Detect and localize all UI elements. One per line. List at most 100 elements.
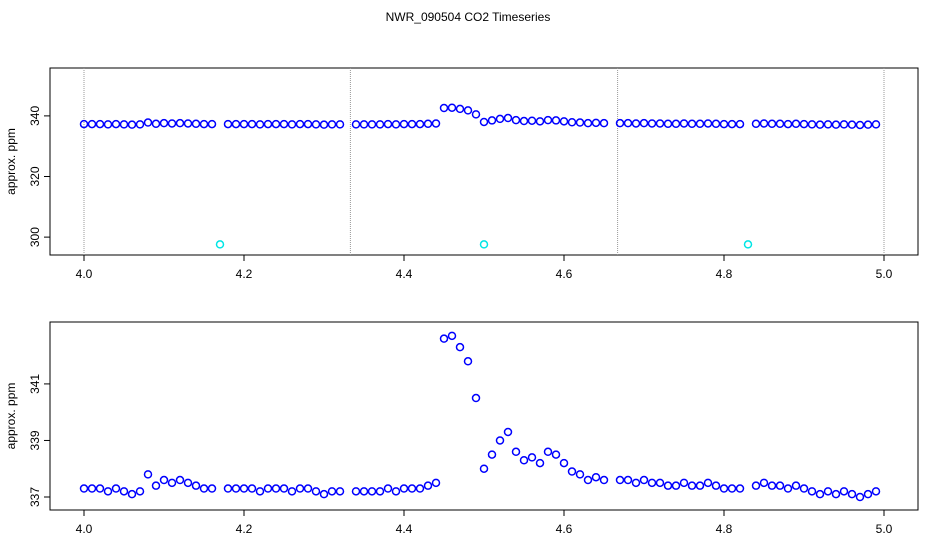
data-point (263, 119, 273, 129)
data-point (87, 119, 97, 129)
data-point (591, 118, 601, 128)
data-point (103, 120, 113, 129)
data-point (703, 119, 713, 128)
data-point (287, 487, 297, 496)
data-point (399, 484, 409, 493)
data-point (511, 447, 521, 457)
data-point (567, 118, 577, 127)
data-point (255, 487, 265, 496)
data-point (255, 120, 265, 129)
data-point (807, 487, 817, 496)
data-point (855, 492, 865, 502)
data-point (631, 119, 641, 128)
data-point (751, 119, 761, 129)
data-point (199, 119, 209, 129)
data-point (863, 489, 873, 499)
data-point (791, 481, 801, 490)
data-point (223, 484, 233, 493)
y-tick-label: 320 (28, 166, 42, 186)
data-point (855, 120, 865, 130)
data-point (247, 119, 257, 129)
x-tick-label: 5.0 (876, 522, 893, 536)
y-tick-label: 300 (28, 227, 42, 247)
data-point (463, 106, 473, 115)
data-point (423, 481, 433, 490)
data-point (647, 119, 657, 128)
data-point (479, 240, 489, 249)
data-point (639, 118, 649, 128)
data-point (743, 240, 753, 249)
data-point (759, 119, 769, 128)
data-point (583, 475, 593, 485)
data-point (543, 115, 553, 125)
x-tick-label: 4.2 (236, 267, 253, 281)
data-point (455, 342, 465, 352)
data-point (615, 118, 625, 128)
data-point (111, 119, 121, 129)
data-point (383, 119, 393, 129)
data-point (455, 104, 465, 114)
data-point (847, 489, 857, 499)
data-point (383, 484, 393, 493)
data-point (567, 467, 577, 476)
y-axis-label: approx. ppm (4, 128, 18, 195)
data-point (143, 470, 153, 479)
data-point (783, 119, 793, 129)
data-point (535, 458, 545, 468)
data-point (551, 116, 561, 125)
data-point (183, 478, 193, 488)
data-point (479, 464, 489, 473)
data-point (79, 484, 89, 493)
data-point (183, 119, 193, 128)
x-tick-label: 4.8 (716, 522, 733, 536)
x-tick-label: 4.8 (716, 267, 733, 281)
data-point (327, 120, 337, 129)
data-point (135, 487, 145, 496)
y-tick-label: 337 (28, 487, 42, 507)
data-point (495, 114, 505, 124)
data-point (431, 119, 441, 128)
data-point (207, 484, 217, 493)
data-point (679, 119, 689, 128)
data-point (519, 455, 529, 465)
data-point (711, 119, 721, 129)
data-point (127, 120, 137, 129)
data-point (583, 118, 593, 128)
data-point (271, 484, 281, 493)
data-point (295, 119, 305, 129)
x-tick-label: 4.2 (236, 522, 253, 536)
data-point (127, 489, 137, 499)
x-tick-label: 4.0 (76, 267, 93, 281)
data-point (335, 487, 345, 496)
data-point (823, 120, 833, 129)
data-point (839, 120, 849, 129)
data-point (175, 475, 185, 485)
data-point (151, 481, 161, 490)
figure-title: NWR_090504 CO2 Timeseries (386, 10, 551, 24)
data-point (319, 120, 329, 129)
x-tick-label: 4.4 (396, 522, 413, 536)
data-point (119, 120, 129, 129)
data-point (287, 120, 297, 129)
data-point (447, 331, 457, 341)
data-point (391, 120, 401, 129)
data-point (407, 484, 417, 493)
data-point (375, 120, 385, 129)
data-point (831, 489, 841, 499)
data-point (407, 119, 417, 129)
data-point (503, 113, 513, 123)
data-point (95, 484, 105, 493)
data-point (367, 487, 377, 496)
data-point (111, 484, 121, 493)
data-point (463, 357, 473, 366)
data-point (559, 458, 569, 468)
data-point (735, 119, 745, 129)
data-point (503, 427, 513, 437)
data-point (719, 484, 729, 493)
data-point (823, 487, 833, 496)
data-point (143, 118, 153, 127)
data-point (239, 119, 249, 129)
data-point (815, 489, 825, 499)
data-point (239, 484, 249, 493)
